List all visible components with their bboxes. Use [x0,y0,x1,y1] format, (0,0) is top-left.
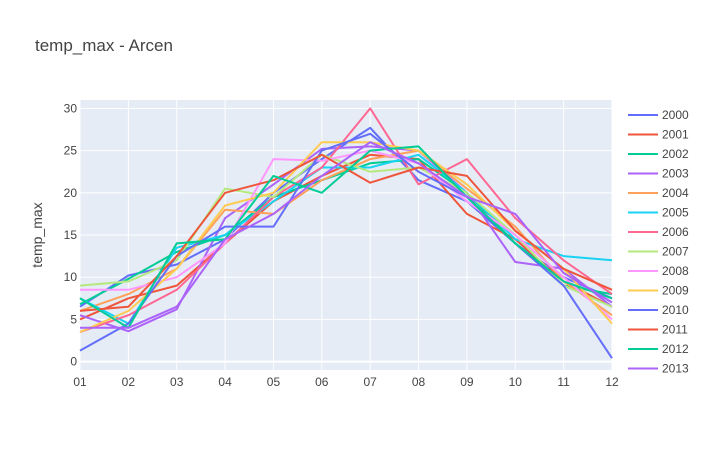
x-tick-labels: 01 02 03 04 05 06 07 08 09 10 11 12 [73,375,619,389]
x-tick-label: 02 [122,375,136,389]
legend-label: 2003 [662,167,689,181]
legend-item-2006[interactable]: 2006 [628,225,689,239]
y-tick-label: 15 [64,228,78,242]
legend-item-2011[interactable]: 2011 [628,323,688,337]
x-tick-label: 09 [460,375,474,389]
x-tick-label: 11 [557,375,570,389]
legend-item-2004[interactable]: 2004 [628,186,689,200]
legend-item-2010[interactable]: 2010 [628,303,689,317]
legend[interactable]: 2000 2001 2002 2003 2004 2005 2006 2007 2008 2009… [628,108,689,376]
legend-label: 2001 [662,128,689,142]
legend-label: 2000 [662,108,689,122]
x-tick-label: 03 [170,375,184,389]
legend-item-2002[interactable]: 2002 [628,147,689,161]
legend-item-2003[interactable]: 2003 [628,167,689,181]
legend-item-2013[interactable]: 2013 [628,362,689,376]
series-line-2001[interactable] [79,153,613,321]
x-tick-label: 01 [73,375,87,389]
y-tick-label: 25 [64,144,78,158]
y-tick-labels: 0 5 10 15 20 25 30 [64,101,78,368]
legend-item-2009[interactable]: 2009 [628,284,689,298]
legend-label: 2007 [662,245,689,259]
chart-title: temp_max - Arcen [35,36,173,55]
legend-label: 2013 [662,362,689,376]
x-tick-label: 07 [364,375,378,389]
series-line-2012[interactable] [79,145,613,329]
y-tick-label: 10 [64,270,78,284]
x-tick-label: 08 [412,375,426,389]
x-tick-label: 10 [509,375,523,389]
y-tick-label: 20 [64,186,78,200]
series-line-2003[interactable] [79,145,613,333]
legend-item-2012[interactable]: 2012 [628,342,689,356]
legend-label: 2005 [662,206,689,220]
legend-label: 2002 [662,147,689,161]
series-line-2013[interactable] [80,141,613,329]
legend-label: 2011 [662,323,688,337]
legend-item-2001[interactable]: 2001 [628,128,689,142]
series-line-2011[interactable] [79,153,613,312]
series-line-2008[interactable] [80,149,613,321]
legend-label: 2004 [662,186,689,200]
series-lines [79,107,613,359]
x-tick-label: 12 [605,375,619,389]
y-tick-label: 30 [64,101,78,115]
x-tick-label: 06 [315,375,329,389]
y-tick-label: 0 [70,355,77,369]
legend-item-2008[interactable]: 2008 [628,264,689,278]
legend-item-2007[interactable]: 2007 [628,245,689,259]
y-tick-label: 5 [70,312,77,326]
legend-label: 2010 [662,303,689,317]
legend-item-2000[interactable]: 2000 [628,108,689,122]
y-axis-title: temp_max [29,202,45,267]
x-tick-label: 05 [267,375,281,389]
legend-label: 2012 [662,342,689,356]
legend-label: 2008 [662,264,689,278]
legend-label: 2009 [662,284,689,298]
legend-item-2005[interactable]: 2005 [628,206,689,220]
x-tick-label: 04 [218,375,232,389]
legend-label: 2006 [662,225,689,239]
